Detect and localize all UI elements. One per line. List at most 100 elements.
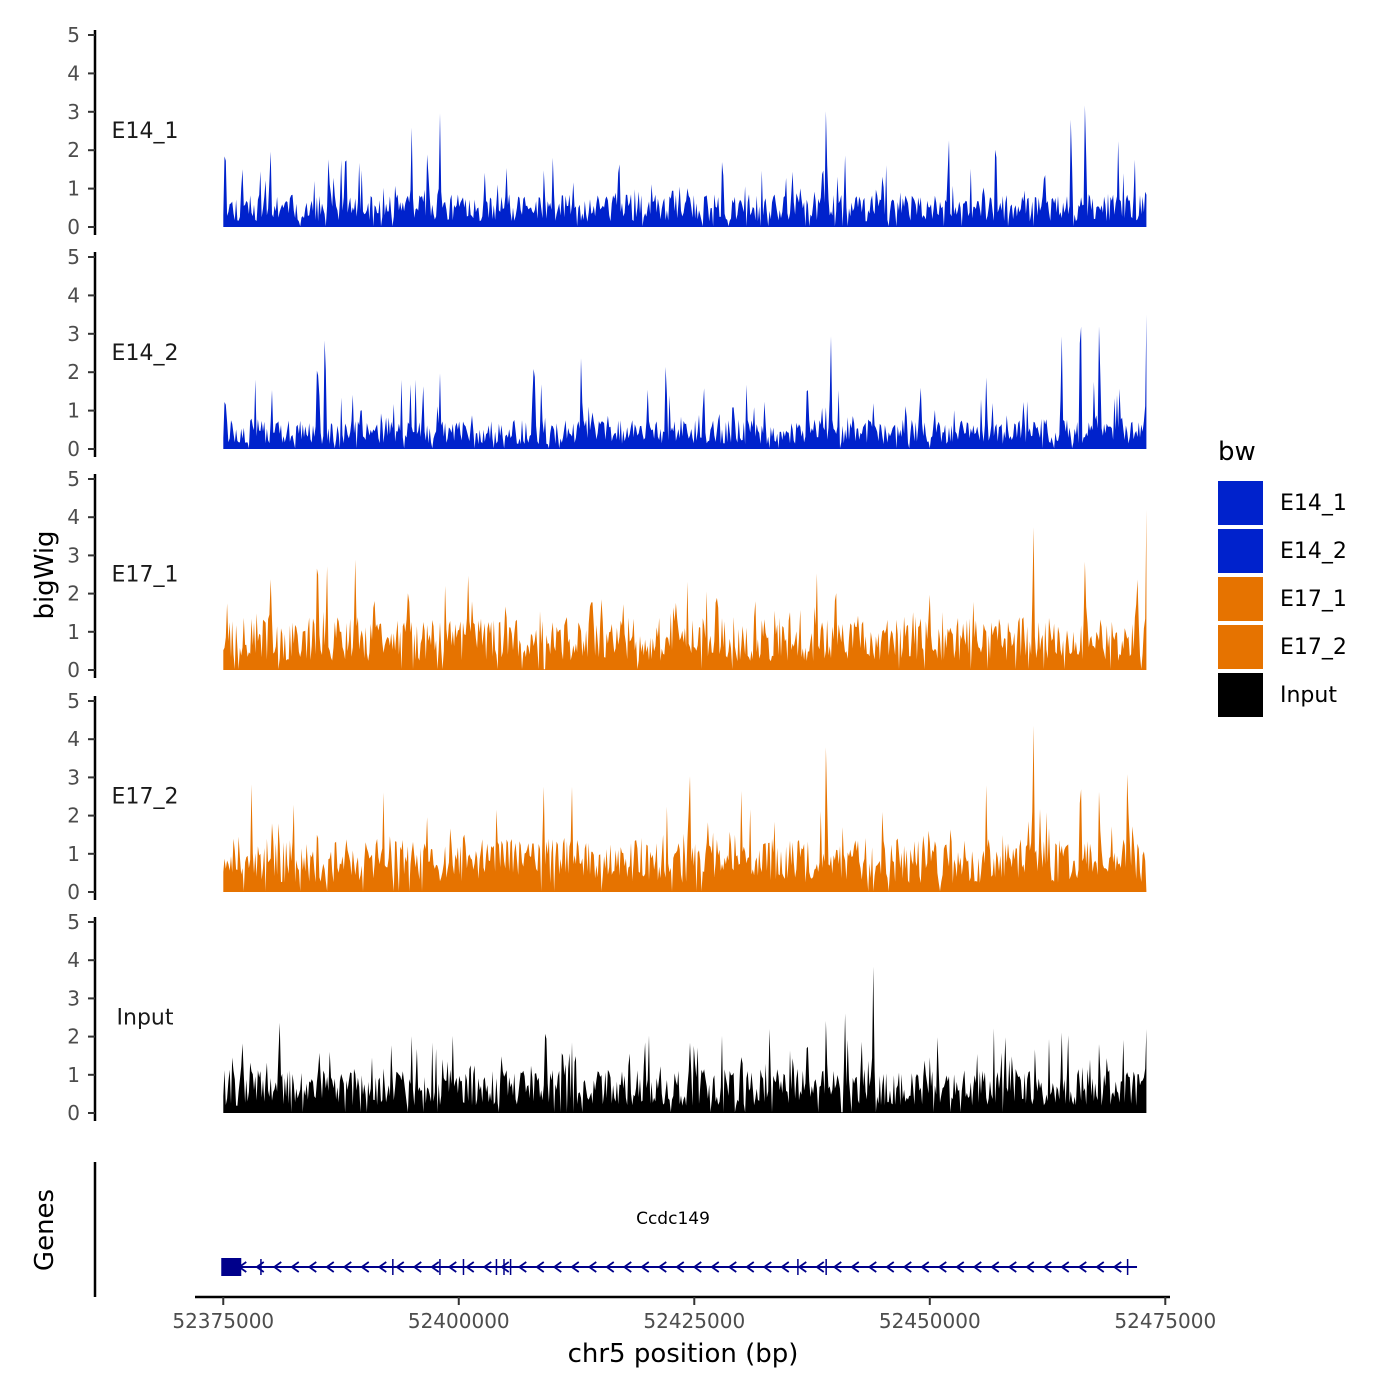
- strand-arrow: [290, 1261, 300, 1273]
- legend-label: Input: [1280, 683, 1337, 708]
- strand-arrow: [832, 1261, 842, 1273]
- y-tick-label: 1: [67, 842, 80, 866]
- y-tick-label: 0: [67, 437, 80, 461]
- strand-arrow: [692, 1261, 702, 1273]
- x-axis-label: chr5 position (bp): [568, 1339, 799, 1369]
- track-E14_2: 0 1 2 3 4 5 E14_2: [67, 245, 1147, 461]
- strand-arrow: [377, 1261, 387, 1273]
- strand-arrow: [517, 1261, 527, 1273]
- y-tick-label: 4: [67, 948, 80, 972]
- y-tick-label: 0: [67, 215, 80, 239]
- strand-arrow: [867, 1261, 877, 1273]
- legend-swatch-E17_1: [1218, 577, 1263, 621]
- y-tick-label: 1: [67, 620, 80, 644]
- y-tick-label: 4: [67, 61, 80, 85]
- legend-label: E17_2: [1280, 635, 1347, 660]
- strand-arrow: [587, 1261, 597, 1273]
- strand-arrow: [937, 1261, 947, 1273]
- legend-swatch-E14_1: [1218, 481, 1263, 525]
- strand-arrow: [307, 1261, 317, 1273]
- y-tick-label: 0: [67, 1101, 80, 1125]
- strand-arrow: [762, 1261, 772, 1273]
- legend-swatch-E17_2: [1218, 625, 1263, 669]
- track-label: E14_2: [112, 341, 179, 366]
- strand-arrow: [990, 1261, 1000, 1273]
- coverage-area-E14_2: [223, 314, 1147, 449]
- y-tick-label: 2: [67, 138, 80, 162]
- strand-arrow: [412, 1261, 422, 1273]
- strand-arrow: [1042, 1261, 1052, 1273]
- y-tick-label: 3: [67, 986, 80, 1010]
- strand-arrow: [780, 1261, 790, 1273]
- strand-arrow: [657, 1261, 667, 1273]
- y-tick-label: 4: [67, 727, 80, 751]
- strand-arrow: [727, 1261, 737, 1273]
- track-label: E14_1: [112, 119, 179, 144]
- track-Input: 0 1 2 3 4 5 Input: [67, 910, 1147, 1125]
- y-tick-label: 4: [67, 505, 80, 529]
- track-label: E17_1: [112, 563, 179, 588]
- exon-block: [221, 1258, 242, 1276]
- legend-title: bw: [1218, 437, 1256, 467]
- legend: bw E14_1 E14_2 E17_1 E17_2 Input: [1218, 437, 1347, 717]
- y-tick-label: 5: [67, 910, 80, 934]
- y-tick-label: 3: [67, 543, 80, 567]
- gene-panel: Ccdc149: [93, 1162, 1138, 1297]
- strand-arrow: [710, 1261, 720, 1273]
- strand-arrow: [447, 1261, 457, 1273]
- strand-arrow: [815, 1261, 825, 1273]
- legend-label: E14_2: [1280, 539, 1347, 564]
- strand-arrow: [972, 1261, 982, 1273]
- coverage-area-E17_2: [223, 725, 1147, 892]
- bigwig-tracks: 0 1 2 3 4 5 E14_1 0 1 2 3 4 5 E14_2 0 1 2 3 4 5 E17_1 0 1 2 3 4 5 E…: [67, 23, 1147, 1125]
- genes-axis-label: Genes: [30, 1189, 60, 1271]
- y-tick-label: 2: [67, 804, 80, 828]
- strand-arrow: [1095, 1261, 1105, 1273]
- strand-arrow: [675, 1261, 685, 1273]
- strand-arrow: [272, 1261, 282, 1273]
- strand-arrow: [1007, 1261, 1017, 1273]
- strand-arrow: [1025, 1261, 1035, 1273]
- y-tick-label: 2: [67, 1025, 80, 1049]
- strand-arrow: [797, 1261, 807, 1273]
- y-tick-label: 5: [67, 245, 80, 269]
- x-tick-label: 52475000: [1114, 1309, 1216, 1333]
- x-axis: 52375000 52400000 52425000 52450000 52475000: [172, 1295, 1216, 1333]
- y-tick-label: 3: [67, 100, 80, 124]
- strand-arrow: [640, 1261, 650, 1273]
- strand-arrow: [1077, 1261, 1087, 1273]
- strand-arrow: [745, 1261, 755, 1273]
- track-E14_1: 0 1 2 3 4 5 E14_1: [67, 23, 1147, 239]
- legend-label: E17_1: [1280, 587, 1347, 612]
- y-tick-label: 4: [67, 283, 80, 307]
- strand-arrow: [850, 1261, 860, 1273]
- y-tick-label: 5: [67, 467, 80, 491]
- strand-arrow: [325, 1261, 335, 1273]
- track-E17_1: 0 1 2 3 4 5 E17_1: [67, 467, 1147, 682]
- coverage-area-E17_1: [223, 509, 1147, 670]
- strand-arrow: [622, 1261, 632, 1273]
- y-tick-label: 0: [67, 880, 80, 904]
- track-E17_2: 0 1 2 3 4 5 E17_2: [67, 689, 1147, 904]
- y-tick-label: 2: [67, 360, 80, 384]
- strand-arrow: [552, 1261, 562, 1273]
- gene-name-label: Ccdc149: [636, 1209, 710, 1229]
- strand-arrow: [395, 1261, 405, 1273]
- x-tick-label: 52375000: [172, 1309, 274, 1333]
- y-tick-label: 1: [67, 399, 80, 423]
- y-tick-label: 3: [67, 765, 80, 789]
- track-label: Input: [117, 1006, 174, 1031]
- strand-arrow: [605, 1261, 615, 1273]
- strand-arrow: [535, 1261, 545, 1273]
- strand-arrow: [1060, 1261, 1070, 1273]
- y-tick-label: 0: [67, 658, 80, 682]
- strand-arrow: [1112, 1261, 1122, 1273]
- x-tick-label: 52450000: [879, 1309, 981, 1333]
- x-tick-label: 52400000: [408, 1309, 510, 1333]
- strand-arrow: [342, 1261, 352, 1273]
- strand-arrow: [500, 1261, 510, 1273]
- strand-arrow: [360, 1261, 370, 1273]
- y-tick-label: 2: [67, 582, 80, 606]
- coverage-area-E14_1: [223, 105, 1147, 227]
